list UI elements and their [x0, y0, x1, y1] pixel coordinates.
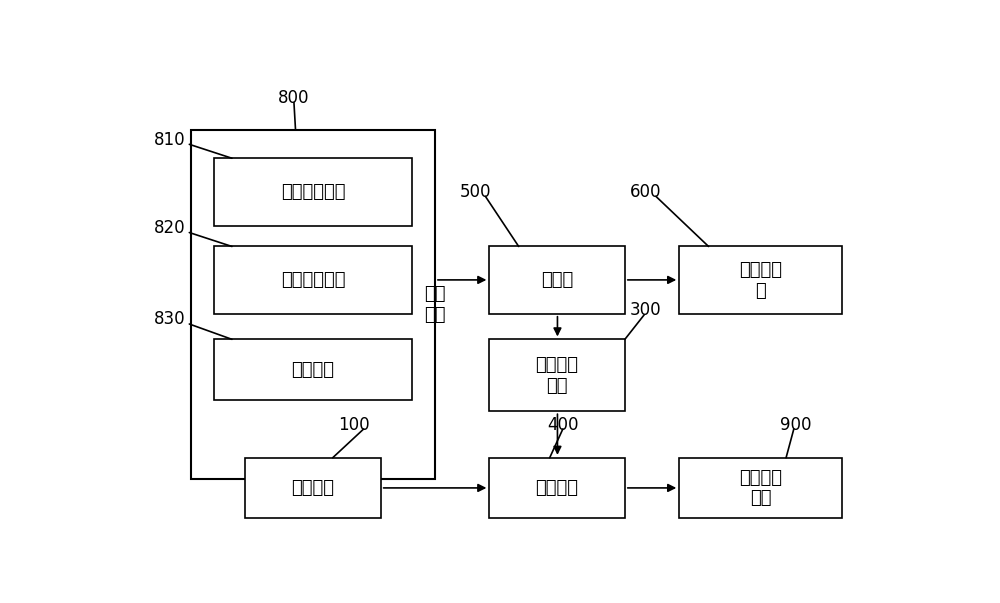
Bar: [489, 339, 625, 411]
Text: 路径规划
单元: 路径规划 单元: [536, 356, 579, 395]
Bar: [245, 458, 381, 518]
Text: 100: 100: [338, 416, 369, 434]
Text: 图像显示
装置: 图像显示 装置: [739, 469, 782, 507]
Text: 坐标建立单元: 坐标建立单元: [281, 183, 345, 201]
Text: 810: 810: [154, 131, 186, 149]
Bar: [191, 130, 435, 479]
Text: 500: 500: [460, 183, 491, 201]
Text: 超声换能
器: 超声换能 器: [739, 260, 782, 300]
Text: 300: 300: [630, 301, 662, 319]
Text: 机械臂: 机械臂: [541, 271, 573, 289]
Text: 900: 900: [780, 416, 811, 434]
Bar: [489, 458, 625, 518]
Bar: [214, 247, 412, 314]
Bar: [214, 339, 412, 400]
Text: 控制装置: 控制装置: [536, 479, 579, 497]
Bar: [679, 247, 842, 314]
Text: 820: 820: [154, 219, 186, 237]
Bar: [679, 458, 842, 518]
Text: 400: 400: [547, 416, 579, 434]
Text: 机器视觉单元: 机器视觉单元: [281, 271, 345, 289]
Bar: [214, 158, 412, 226]
Text: 830: 830: [154, 311, 186, 329]
Text: 导航
模块: 导航 模块: [424, 285, 446, 324]
Text: 600: 600: [630, 183, 662, 201]
Bar: [489, 247, 625, 314]
Text: 存储单元: 存储单元: [291, 479, 334, 497]
Text: 导航单元: 导航单元: [291, 361, 334, 379]
Text: 800: 800: [278, 89, 310, 107]
